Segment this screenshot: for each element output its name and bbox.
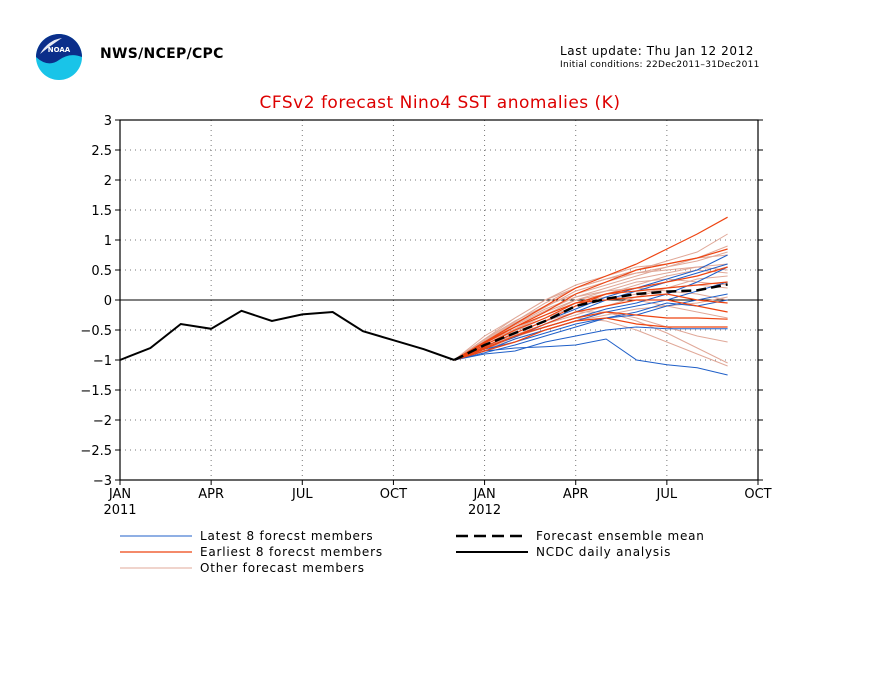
other-member-line <box>453 251 728 361</box>
organization-label: NWS/NCEP/CPC <box>100 46 224 62</box>
x-year-label: 2011 <box>103 503 136 518</box>
x-tick-label: APR <box>198 487 224 502</box>
y-tick-label: 2 <box>104 174 112 189</box>
y-tick-label: 0.5 <box>91 264 112 279</box>
initial-conditions-label: Initial conditions: 22Dec2011–31Dec2011 <box>560 60 760 70</box>
other-member-line <box>454 275 728 361</box>
axes-layer: 32.521.510.50−0.5−1−1.5−2−2.5−3JAN2011AP… <box>80 114 771 518</box>
analysis-line <box>119 309 455 361</box>
y-tick-label: 3 <box>104 114 112 129</box>
legend-label-latest: Latest 8 forecst members <box>200 529 373 543</box>
x-tick-label: OCT <box>380 487 407 502</box>
earliest-member-line <box>453 216 728 361</box>
last-update-label: Last update: Thu Jan 12 2012 <box>560 44 755 58</box>
x-tick-label: JUL <box>291 487 313 502</box>
legend-label-analysis: NCDC daily analysis <box>536 545 671 559</box>
x-tick-label: JUL <box>656 487 678 502</box>
legend-label-other: Other forecast members <box>200 561 365 575</box>
series-layer <box>119 216 728 376</box>
x-tick-label: JAN <box>108 487 131 502</box>
svg-text:NOAA: NOAA <box>48 46 71 54</box>
latest-member-line <box>454 326 728 361</box>
legend-label-earliest: Earliest 8 forecst members <box>200 545 383 559</box>
x-tick-label: APR <box>563 487 589 502</box>
ensemble-mean-line <box>453 283 728 362</box>
plot-frame <box>119 119 759 481</box>
legend: Latest 8 forecst members Earliest 8 forec… <box>120 529 705 575</box>
latest-member-line <box>454 299 728 361</box>
x-year-label: 2012 <box>468 503 501 518</box>
earliest-member-line <box>453 293 728 361</box>
noaa-logo-icon: NOAA <box>36 34 82 80</box>
legend-label-mean: Forecast ensemble mean <box>536 529 705 543</box>
y-tick-label: −1.5 <box>80 384 112 399</box>
y-tick-label: −0.5 <box>80 324 112 339</box>
y-tick-label: −1 <box>93 354 112 369</box>
y-tick-label: 0 <box>104 294 112 309</box>
earliest-member-line <box>454 317 728 361</box>
y-tick-label: 2.5 <box>91 144 112 159</box>
x-tick-label: OCT <box>744 487 771 502</box>
y-tick-label: −2 <box>93 414 112 429</box>
earliest-member-line <box>453 299 728 361</box>
earliest-member-line <box>453 281 728 361</box>
chart-title: CFSv2 forecast Nino4 SST anomalies (K) <box>260 93 621 113</box>
other-member-line <box>453 245 728 361</box>
latest-member-line <box>454 338 728 376</box>
y-tick-label: −3 <box>93 474 112 489</box>
y-tick-label: 1 <box>104 234 112 249</box>
y-tick-label: 1.5 <box>91 204 112 219</box>
latest-member-line <box>454 281 728 361</box>
x-tick-label: JAN <box>472 487 495 502</box>
y-tick-label: −2.5 <box>80 444 112 459</box>
other-member-line <box>453 266 728 361</box>
